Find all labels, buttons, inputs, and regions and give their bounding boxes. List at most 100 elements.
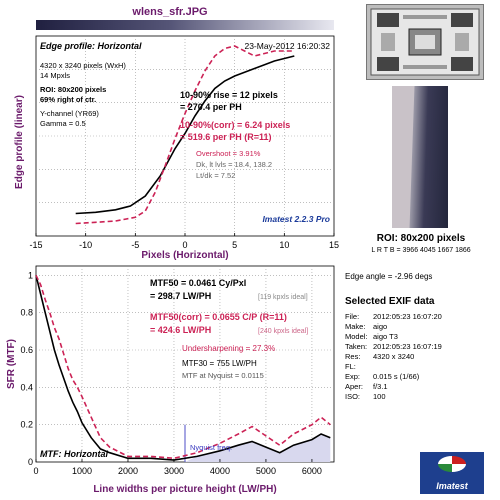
mtf-y-tick: 0.6 — [20, 345, 33, 355]
edge-x-tick: 15 — [329, 240, 339, 250]
mtf-x-tick: 3000 — [164, 466, 184, 476]
mtf-y-tick: 1 — [28, 270, 33, 280]
exif-value: 0.015 s (1/66) — [373, 372, 420, 381]
ltdk-text: Lt/dk = 7.52 — [196, 171, 235, 180]
mtf50c-ideal: [240 kpxls ideal] — [258, 328, 308, 335]
exif-value: aigo — [373, 322, 388, 331]
nyquist-label: Nyquist freq. — [190, 443, 232, 452]
edge-info-block: 4320 x 3240 pixels (WxH) 14 Mpxls ROI: 8… — [40, 61, 126, 128]
edge-header: Edge profile: Horizontal — [40, 41, 142, 51]
rise-line-2: = 270.4 per PH — [180, 102, 242, 112]
mtf-x-tick: 6000 — [302, 466, 322, 476]
mtf-plot: MTF50 = 0.0461 Cy/Pxl = 298.7 LW/PH [119… — [6, 265, 335, 495]
edge-x-tick: -15 — [29, 240, 42, 250]
exif-key: Aper: — [345, 382, 363, 391]
edge-x-label: Pixels (Horizontal) — [141, 250, 228, 261]
edge-grid — [36, 36, 334, 236]
dk-lt-text: Dk, lt lvls = 18.4, 138.2 — [196, 160, 272, 169]
edge-date: 23-May-2012 16:20:32 — [244, 41, 330, 51]
mtf50c-line-1: MTF50(corr) = 0.0655 C/P (R=11) — [150, 312, 287, 322]
exif-row: ISO: 100 — [345, 392, 442, 402]
exif-key: Make: — [345, 322, 366, 331]
mtf-line — [35, 275, 331, 461]
mtf50-line-2: = 298.7 LW/PH — [150, 291, 211, 301]
exif-row: Aper: f/3.1 — [345, 382, 442, 392]
thumbnail-image — [370, 8, 480, 76]
mtf50c-line-2: = 424.6 LW/PH — [150, 325, 211, 335]
mtf-x-tick: 4000 — [210, 466, 230, 476]
exif-value: 100 — [373, 392, 386, 401]
edge-x-tick: 5 — [232, 240, 237, 250]
info-line: 14 Mpxls — [40, 71, 70, 80]
exif-key: FL: — [345, 362, 356, 371]
exif-row: Taken: 2012:05:23 16:07:19 — [345, 342, 442, 352]
info-line: ROI: 80x200 pixels — [40, 85, 106, 94]
exif-row: Exp: 0.015 s (1/66) — [345, 372, 442, 382]
mtf-area-fill — [185, 434, 331, 462]
mtf50-ideal: [119 kpxls ideal] — [258, 294, 308, 301]
edge-profile-plot: Edge profile: Horizontal 23-May-2012 16:… — [14, 35, 339, 261]
info-line: 4320 x 3240 pixels (WxH) — [40, 61, 126, 70]
corr-line-2: = 519.6 per PH (R=11) — [180, 132, 272, 142]
imatest-logo[interactable]: Imatest — [420, 452, 484, 494]
info-line: Gamma = 0.5 — [40, 119, 86, 128]
exif-row: Make: aigo — [345, 322, 442, 332]
exif-value: 2012:05:23 16:07:20 — [373, 312, 442, 321]
edge-y-label: Edge profile (linear) — [14, 95, 25, 189]
chart-thumbnail — [366, 4, 484, 80]
mtf-x-label: Line widths per picture height (LW/PH) — [93, 484, 276, 495]
exif-title: Selected EXIF data — [345, 296, 435, 307]
mtf50-line-1: MTF50 = 0.0461 Cy/Pxl — [150, 278, 246, 288]
info-line: Y-channel (YR69) — [40, 109, 99, 118]
mtf-y-ticks: 0 0.2 0.4 0.6 0.8 1 — [20, 270, 33, 467]
exif-key: Taken: — [345, 342, 368, 351]
exif-row: Model: aigo T3 — [345, 332, 442, 342]
gradient-strip — [36, 20, 334, 30]
roi-title: ROI: 80x200 pixels — [376, 233, 466, 244]
exif-row: Res: 4320 x 3240 — [345, 352, 442, 362]
exif-key: Res: — [345, 352, 361, 361]
edge-profile-line — [75, 55, 295, 215]
mtf-x-tick: 5000 — [256, 466, 276, 476]
logo-flag-icon — [438, 456, 466, 472]
exif-key: ISO: — [345, 392, 361, 401]
exif-value: 2012:05:23 16:07:19 — [373, 342, 442, 351]
undersharp-text: Undersharpening = 27.3% — [182, 344, 275, 353]
mtf-y-tick: 0 — [28, 457, 33, 467]
edge-x-tick: -10 — [79, 240, 92, 250]
exif-key: Model: — [345, 332, 368, 341]
window-title: wlens_sfr.JPG — [132, 6, 208, 18]
exif-row: File: 2012:05:23 16:07:20 — [345, 312, 442, 322]
mtf-y-tick: 0.4 — [20, 382, 33, 392]
exif-value: f/3.1 — [373, 382, 388, 391]
mtf-x-tick: 0 — [33, 466, 38, 476]
edge-x-ticks: -15 -10 -5 0 5 10 15 — [29, 233, 339, 250]
exif-row: FL: — [345, 362, 442, 372]
mtf-x-tick: 1000 — [72, 466, 92, 476]
exif-value: 4320 x 3240 — [373, 352, 415, 361]
mtf-y-label: SFR (MTF) — [6, 339, 17, 389]
exif-key: File: — [345, 312, 360, 321]
mtf-corr-line — [35, 274, 331, 460]
version-text: Imatest 2.2.3 Pro — [262, 214, 330, 224]
mtf-x-tick: 2000 — [118, 466, 138, 476]
mtf-footer: MTF: Horizontal — [40, 449, 108, 459]
logo-text: Imatest — [436, 481, 468, 491]
nyquist-mtf-text: MTF at Nyquist = 0.0115 — [182, 371, 264, 380]
edge-x-tick: -5 — [131, 240, 139, 250]
mtf-y-tick: 0.8 — [20, 308, 33, 318]
roi-coords: L R T B = 3966 4045 1667 1866 — [371, 247, 471, 254]
info-line: 69% right of ctr. — [40, 95, 96, 104]
rise-line-1: 10-90% rise = 12 pixels — [180, 90, 278, 100]
exif-list: File: 2012:05:23 16:07:20 Make: aigo Model… — [345, 312, 442, 402]
exif-value: aigo T3 — [373, 332, 398, 341]
mtf-x-ticks: 0 1000 2000 3000 4000 5000 6000 — [33, 459, 322, 476]
edge-x-tick: 10 — [279, 240, 289, 250]
edge-x-tick: 0 — [182, 240, 187, 250]
overshoot-text: Overshoot = 3.91% — [196, 149, 261, 158]
mtf30-text: MTF30 = 755 LW/PH — [182, 359, 257, 368]
edge-angle: Edge angle = -2.96 degs — [345, 272, 433, 281]
mtf-y-tick: 0.2 — [20, 420, 33, 430]
roi-image — [392, 86, 448, 228]
exif-key: Exp: — [345, 372, 361, 381]
